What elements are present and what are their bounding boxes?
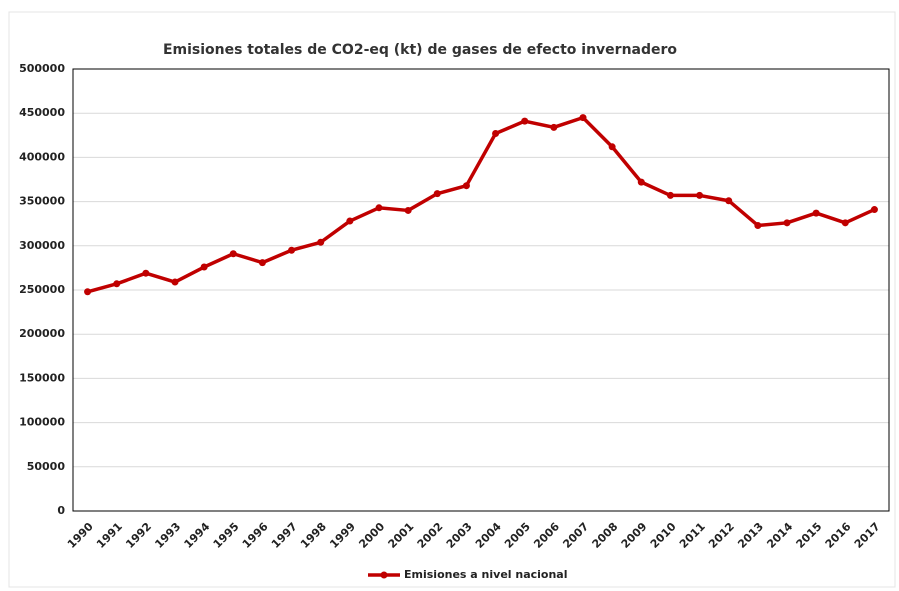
y-tick-label: 450000: [19, 106, 65, 119]
x-tick-label: 2001: [386, 520, 417, 551]
data-point: [288, 246, 296, 254]
data-point: [375, 204, 383, 212]
data-point: [258, 259, 266, 267]
x-tick-label: 2014: [764, 520, 795, 551]
x-tick-label: 1996: [240, 520, 271, 551]
data-point: [404, 206, 412, 214]
x-tick-label: 2015: [794, 520, 825, 551]
y-tick-label: 50000: [27, 460, 66, 473]
x-tick-label: 2007: [560, 520, 591, 551]
x-tick-label: 2006: [531, 520, 562, 551]
data-point: [870, 206, 878, 214]
x-tick-label: 2004: [473, 520, 504, 551]
data-point: [171, 278, 179, 286]
data-point: [783, 219, 791, 227]
x-tick-label: 1993: [152, 520, 183, 551]
data-point: [754, 221, 762, 229]
y-tick-label: 100000: [19, 416, 65, 429]
series-line: [87, 115, 876, 294]
data-point: [666, 191, 674, 199]
x-tick-label: 2013: [735, 520, 766, 551]
x-tick-label: 1997: [269, 520, 300, 551]
data-point: [696, 191, 704, 199]
y-tick-label: 350000: [19, 195, 65, 208]
data-point: [113, 280, 121, 288]
data-point: [433, 190, 441, 198]
y-tick-label: 300000: [19, 239, 65, 252]
data-point: [346, 217, 354, 225]
x-tick-label: 2012: [706, 520, 737, 551]
y-tick-label: 250000: [19, 283, 65, 296]
y-tick-label: 500000: [19, 62, 65, 75]
x-tick-label: 2000: [356, 520, 387, 551]
y-tick-label: 400000: [19, 150, 65, 163]
x-tick-label: 1995: [211, 520, 242, 551]
x-tick-label: 1998: [298, 520, 329, 551]
x-tick-label: 2016: [823, 520, 854, 551]
x-tick-label: 2008: [590, 520, 621, 551]
data-point: [492, 130, 500, 138]
legend-label: Emisiones a nivel nacional: [404, 568, 568, 581]
data-point: [725, 197, 733, 205]
x-tick-label: 1991: [94, 520, 125, 551]
x-tick-label: 1992: [123, 520, 154, 551]
x-tick-label: 2005: [502, 520, 533, 551]
x-tick-label: 2002: [415, 520, 446, 551]
x-tick-label: 1994: [182, 520, 213, 551]
data-point: [521, 117, 529, 125]
x-tick-label: 2017: [852, 520, 883, 551]
data-point: [84, 288, 92, 296]
data-point: [608, 143, 616, 151]
x-tick-label: 2010: [648, 520, 679, 551]
x-tick-label: 2011: [677, 520, 708, 551]
data-point: [550, 123, 558, 131]
data-point: [841, 219, 849, 227]
x-tick-label: 2009: [619, 520, 650, 551]
x-tick-label: 1999: [327, 520, 358, 551]
chart-title: Emisiones totales de CO2-eq (kt) de gase…: [163, 42, 677, 58]
data-point: [229, 250, 237, 258]
data-point: [142, 269, 150, 277]
data-point: [317, 238, 325, 246]
y-tick-label: 200000: [19, 327, 65, 340]
x-tick-label: 1990: [65, 520, 96, 551]
x-tick-label: 2003: [444, 520, 475, 551]
data-point: [812, 209, 820, 217]
chart-border: [8, 11, 896, 588]
plot-area: [72, 68, 890, 512]
y-tick-label: 0: [57, 504, 65, 517]
data-point: [462, 182, 470, 190]
data-point: [579, 114, 587, 122]
y-tick-label: 150000: [19, 371, 65, 384]
legend-marker: [380, 571, 388, 579]
data-point: [200, 263, 208, 271]
data-point: [637, 178, 645, 186]
